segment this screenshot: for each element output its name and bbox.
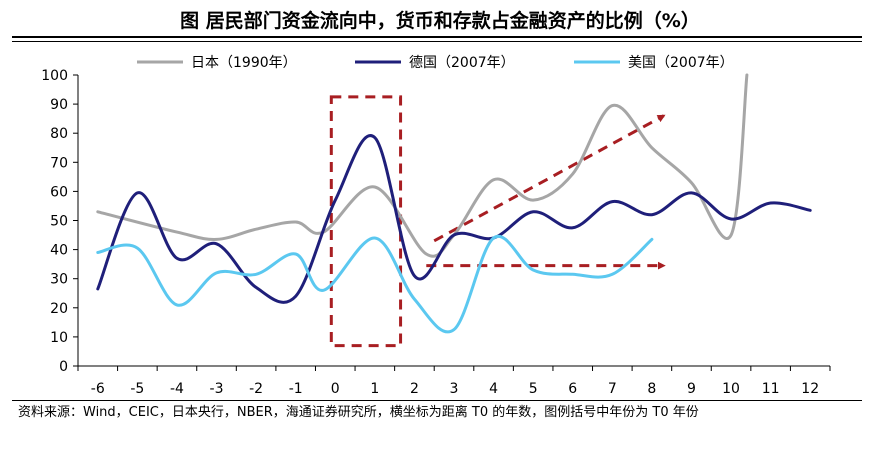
x-tick-label: 10 (722, 381, 740, 397)
y-tick-label: 10 (50, 330, 68, 346)
y-tick-label: 50 (50, 214, 68, 230)
y-tick-label: 70 (50, 155, 68, 171)
y-tick-label: 60 (50, 184, 68, 200)
x-tick-label: -5 (130, 381, 144, 397)
y-tick-label: 30 (50, 272, 68, 288)
series-line-germany-2007 (96, 134, 812, 304)
title-top-rule (12, 36, 862, 38)
series-line-japan-1990 (96, 73, 749, 258)
legend-label: 日本（1990年） (191, 55, 297, 71)
x-tick-label: 11 (762, 381, 780, 397)
x-tick-label: -6 (91, 381, 105, 397)
x-tick-label: 3 (450, 381, 459, 397)
x-tick-label: 6 (568, 381, 577, 397)
trend-arrow-rising (433, 114, 666, 243)
source-note: 资料来源：Wind，CEIC，日本央行，NBER，海通证券研究所，横坐标为距离 … (18, 405, 699, 420)
y-tick-label: 90 (50, 97, 68, 113)
x-tick-label: 7 (608, 381, 617, 397)
legend: 日本（1990年） 德国（2007年） 美国（2007年） (137, 55, 734, 71)
x-tick-label: 8 (647, 381, 656, 397)
x-tick-label: -2 (249, 381, 263, 397)
x-tick-label: 12 (801, 381, 819, 397)
x-tick-label: 1 (370, 381, 379, 397)
y-tick-label: 100 (41, 68, 68, 84)
x-tick-label: 0 (331, 381, 340, 397)
y-tick-label: 80 (50, 126, 68, 142)
x-tick-label: 2 (410, 381, 419, 397)
legend-label: 美国（2007年） (628, 55, 734, 71)
series-line-usa-2007 (96, 234, 654, 334)
x-tick-label: 4 (489, 381, 498, 397)
y-tick-label: 0 (59, 359, 68, 375)
x-tick-label: -1 (289, 381, 303, 397)
y-tick-label: 40 (50, 243, 68, 259)
title-bottom-rule (12, 41, 862, 43)
footer-rule (12, 400, 862, 401)
x-tick-label: -4 (170, 381, 184, 397)
legend-label: 德国（2007年） (409, 55, 515, 71)
x-tick-label: 5 (529, 381, 538, 397)
chart-title: 图 居民部门资金流向中，货币和存款占金融资产的比例（%） (180, 10, 700, 32)
highlight-box (329, 95, 403, 348)
x-tick-label: -3 (210, 381, 224, 397)
y-tick-label: 20 (50, 301, 68, 317)
x-tick-label: 9 (687, 381, 696, 397)
